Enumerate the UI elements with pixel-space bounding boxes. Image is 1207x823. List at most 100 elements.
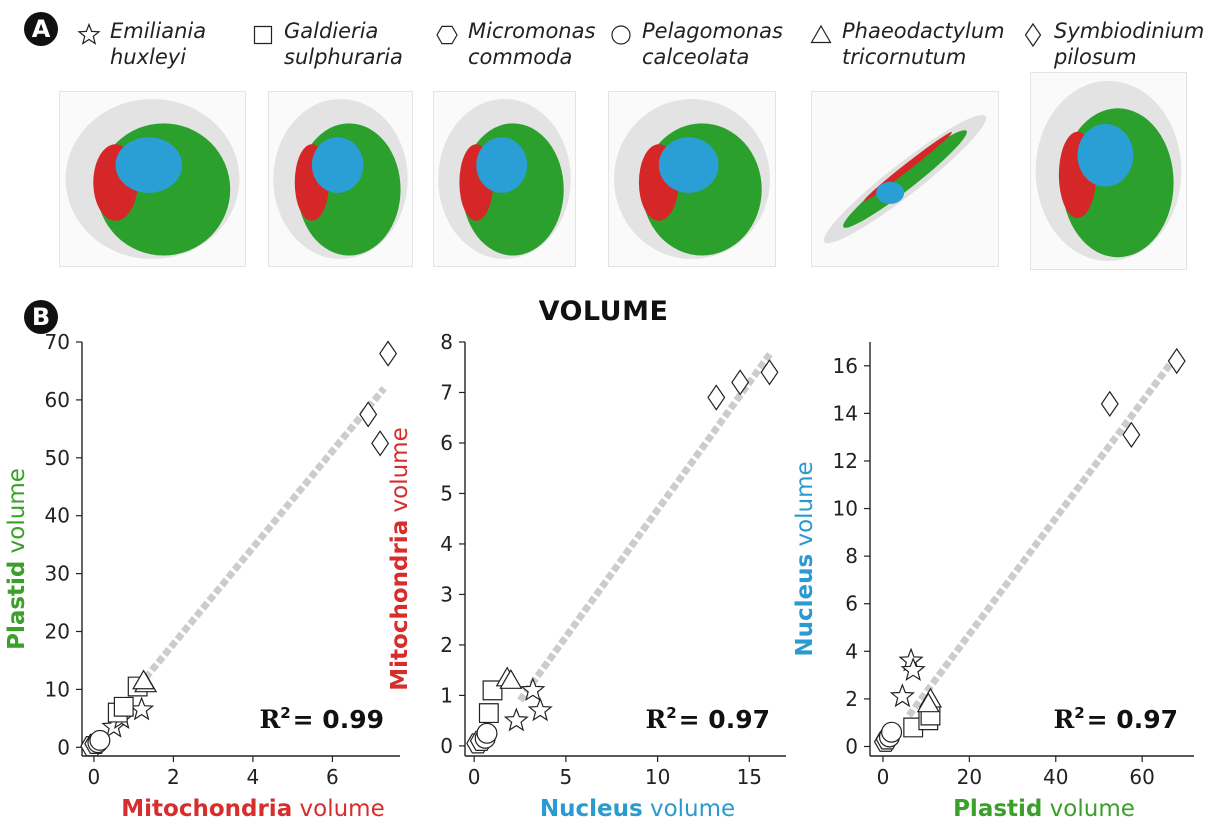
y-tick-label: 4 [440, 532, 453, 556]
data-point-diamond [1100, 390, 1119, 418]
scatter-plot-3: 0 2 4 6 8 10 12 14 16 0 20 40 60 R2= 0.97 Plastid volu… [792, 342, 1194, 822]
y-tick-label: 2 [845, 687, 858, 711]
data-point-square [903, 717, 924, 738]
fit-line [142, 386, 387, 681]
x-tick-label: 0 [88, 765, 101, 789]
fit-line [906, 358, 1176, 718]
nucleus-shape [311, 137, 364, 193]
data-point-triangle [132, 669, 156, 690]
data-point-diamond [1167, 347, 1186, 375]
x-tick-label: 5 [560, 765, 573, 789]
x-tick-label: 60 [1129, 765, 1154, 789]
scatter-plot-2: 0 1 2 3 4 5 6 7 8 0 5 10 15 R2= 0.97 Nucleus volume Mit… [387, 330, 786, 822]
cell-rendering-star [59, 91, 246, 267]
x-tick-label: 0 [877, 765, 890, 789]
x-tick-label: 10 [645, 765, 670, 789]
star-icon [77, 22, 101, 45]
data-point-diamond [359, 401, 378, 428]
scatter-plot-1: 0 10 20 30 40 50 60 70 0 2 4 6 R2= 0.99 Mitochondria … [4, 330, 400, 822]
legend-species-name: Galdieria sulphuraria [284, 19, 403, 69]
data-point-diamond [707, 384, 726, 411]
y-tick-label: 60 [45, 388, 70, 412]
y-tick-label: 0 [57, 735, 70, 759]
y-tick-label: 5 [440, 481, 453, 505]
x-axis-label: Plastid volume [953, 796, 1135, 822]
x-tick-label: 6 [326, 765, 339, 789]
data-point-diamond [379, 340, 398, 367]
diamond-icon [1024, 22, 1042, 48]
x-tick-label: 40 [1043, 765, 1068, 789]
data-point-diamond [731, 369, 750, 396]
panel-b-badge: B [24, 300, 58, 334]
y-tick-label: 6 [440, 431, 453, 455]
y-tick-label: 6 [845, 592, 858, 616]
y-tick-label: 16 [833, 354, 858, 378]
y-tick-label: 10 [45, 677, 70, 701]
data-point-star [129, 696, 155, 721]
hexagon-icon [436, 25, 458, 45]
data-point-circle [89, 729, 111, 751]
data-point-star [900, 657, 926, 682]
cell-rendering-triangle [811, 91, 999, 267]
legend-species-name: Emiliania huxleyi [110, 19, 207, 69]
x-tick-label: 4 [247, 765, 260, 789]
data-point-diamond [371, 430, 390, 457]
data-point-triangle [916, 692, 940, 713]
legend-species-name: Pelagomonas calceolata [642, 19, 783, 69]
y-axis-label: Mitochondria volume [387, 427, 413, 691]
y-tick-label: 70 [45, 330, 70, 354]
y-tick-label: 4 [845, 639, 858, 663]
y-axis-label: Plastid volume [4, 468, 30, 650]
y-tick-label: 10 [833, 497, 858, 521]
data-point-star [527, 697, 553, 722]
data-point-diamond [1122, 421, 1141, 448]
triangle-symbol [810, 24, 832, 44]
data-point-square [113, 696, 134, 717]
y-tick-label: 12 [833, 449, 858, 473]
y-tick-label: 0 [845, 734, 858, 758]
y-tick-label: 7 [440, 380, 453, 404]
r-squared-label: R2= 0.97 [645, 704, 770, 734]
hexagon-symbol [436, 25, 458, 45]
legend-species-name: Symbiodinium pilosum [1054, 19, 1205, 69]
data-point-star [503, 707, 529, 732]
cell-rendering-hexagon [433, 91, 576, 267]
data-point-triangle [499, 668, 523, 689]
y-tick-label: 30 [45, 562, 70, 586]
y-tick-label: 8 [440, 330, 453, 354]
data-point-square [478, 703, 499, 724]
nucleus-shape [476, 137, 528, 193]
y-axis-label: Nucleus volume [792, 461, 818, 656]
data-point-star [520, 677, 546, 702]
x-axis-label: Nucleus volume [540, 796, 735, 822]
x-tick-label: 0 [468, 765, 481, 789]
r-squared-label: R2= 0.97 [1053, 704, 1178, 734]
y-tick-label: 3 [440, 582, 453, 606]
y-tick-label: 1 [440, 683, 453, 707]
figure-title: VOLUME [538, 296, 669, 327]
data-point-circle [881, 721, 903, 743]
star-symbol [77, 22, 101, 45]
circle-symbol [611, 25, 631, 45]
nucleus-shape [876, 181, 905, 204]
legend-species-name: Phaeodactylum tricornutum [842, 19, 1005, 69]
triangle-icon [810, 24, 832, 44]
circle-icon [611, 25, 631, 45]
data-point-star [889, 683, 915, 708]
y-tick-label: 50 [45, 446, 70, 470]
x-tick-label: 20 [957, 765, 982, 789]
diamond-symbol [1024, 22, 1042, 48]
y-tick-label: 8 [845, 544, 858, 568]
data-point-circle [476, 722, 498, 744]
nucleus-shape [658, 137, 719, 193]
nucleus-shape [1077, 123, 1134, 187]
y-tick-label: 40 [45, 504, 70, 528]
square-symbol [253, 25, 273, 45]
legend-species-name: Micromonas commoda [468, 19, 596, 69]
plastid-shape [843, 130, 967, 228]
nucleus-shape [115, 137, 183, 193]
cell-rendering-circle [608, 91, 776, 267]
r-squared-label: R2= 0.99 [259, 704, 384, 734]
y-tick-label: 2 [440, 633, 453, 657]
x-tick-label: 15 [737, 765, 762, 789]
